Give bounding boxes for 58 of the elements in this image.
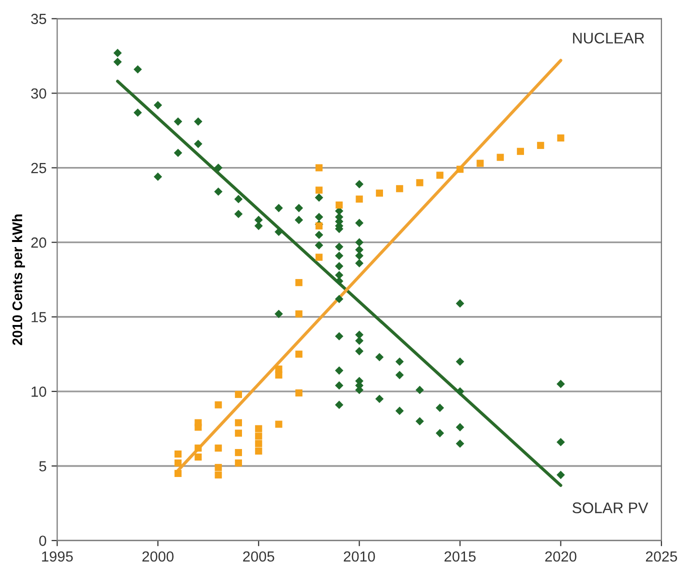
point [295, 389, 302, 396]
point [234, 449, 242, 456]
point [295, 310, 302, 318]
point [275, 371, 282, 379]
point [174, 470, 182, 477]
point [214, 401, 222, 408]
x-tick-label: 2010 [344, 551, 375, 562]
point [396, 185, 404, 192]
y-tick-label: 35 [31, 14, 46, 24]
y-tick-label: 5 [39, 461, 46, 472]
point [255, 432, 262, 440]
x-tick-label: 2025 [646, 551, 678, 562]
series-label: NUCLEAR [573, 32, 644, 44]
point [295, 350, 302, 358]
point [476, 160, 484, 167]
point [336, 202, 343, 209]
point [436, 172, 444, 179]
point [537, 142, 544, 149]
series-label: SOLAR PV [572, 502, 648, 514]
point [255, 425, 262, 432]
point [356, 196, 363, 203]
point [234, 459, 242, 467]
point [315, 186, 323, 194]
point [214, 444, 222, 452]
x-tick-label: 1995 [42, 551, 73, 562]
point [275, 420, 282, 428]
point [255, 448, 262, 455]
point [496, 154, 504, 161]
point [234, 419, 242, 426]
point [174, 450, 182, 458]
point [557, 134, 564, 142]
y-tick-label: 0 [39, 536, 46, 546]
point [315, 254, 323, 261]
y-tick-label: 20 [31, 237, 46, 248]
y-axis-title: 2010 Cents per kWh [12, 214, 25, 346]
point [456, 166, 464, 173]
x-tick-label: 2020 [545, 551, 576, 562]
point [214, 464, 222, 472]
point [295, 279, 302, 286]
point [194, 453, 202, 461]
point [416, 179, 424, 186]
point [234, 390, 242, 398]
point [174, 459, 182, 467]
y-tick-label: 30 [31, 88, 46, 99]
point [516, 148, 524, 155]
y-tick-label: 25 [31, 162, 46, 174]
x-tick-label: 2005 [243, 551, 274, 562]
point [214, 471, 222, 478]
point [194, 444, 202, 452]
point [315, 164, 323, 172]
point [194, 419, 202, 426]
x-tick-label: 2015 [444, 551, 476, 562]
y-tick-label: 10 [32, 386, 46, 397]
point [234, 430, 242, 437]
point [255, 440, 262, 448]
y-tick-label: 15 [32, 312, 46, 322]
point [376, 190, 383, 197]
x-tick-label: 2000 [142, 551, 174, 562]
